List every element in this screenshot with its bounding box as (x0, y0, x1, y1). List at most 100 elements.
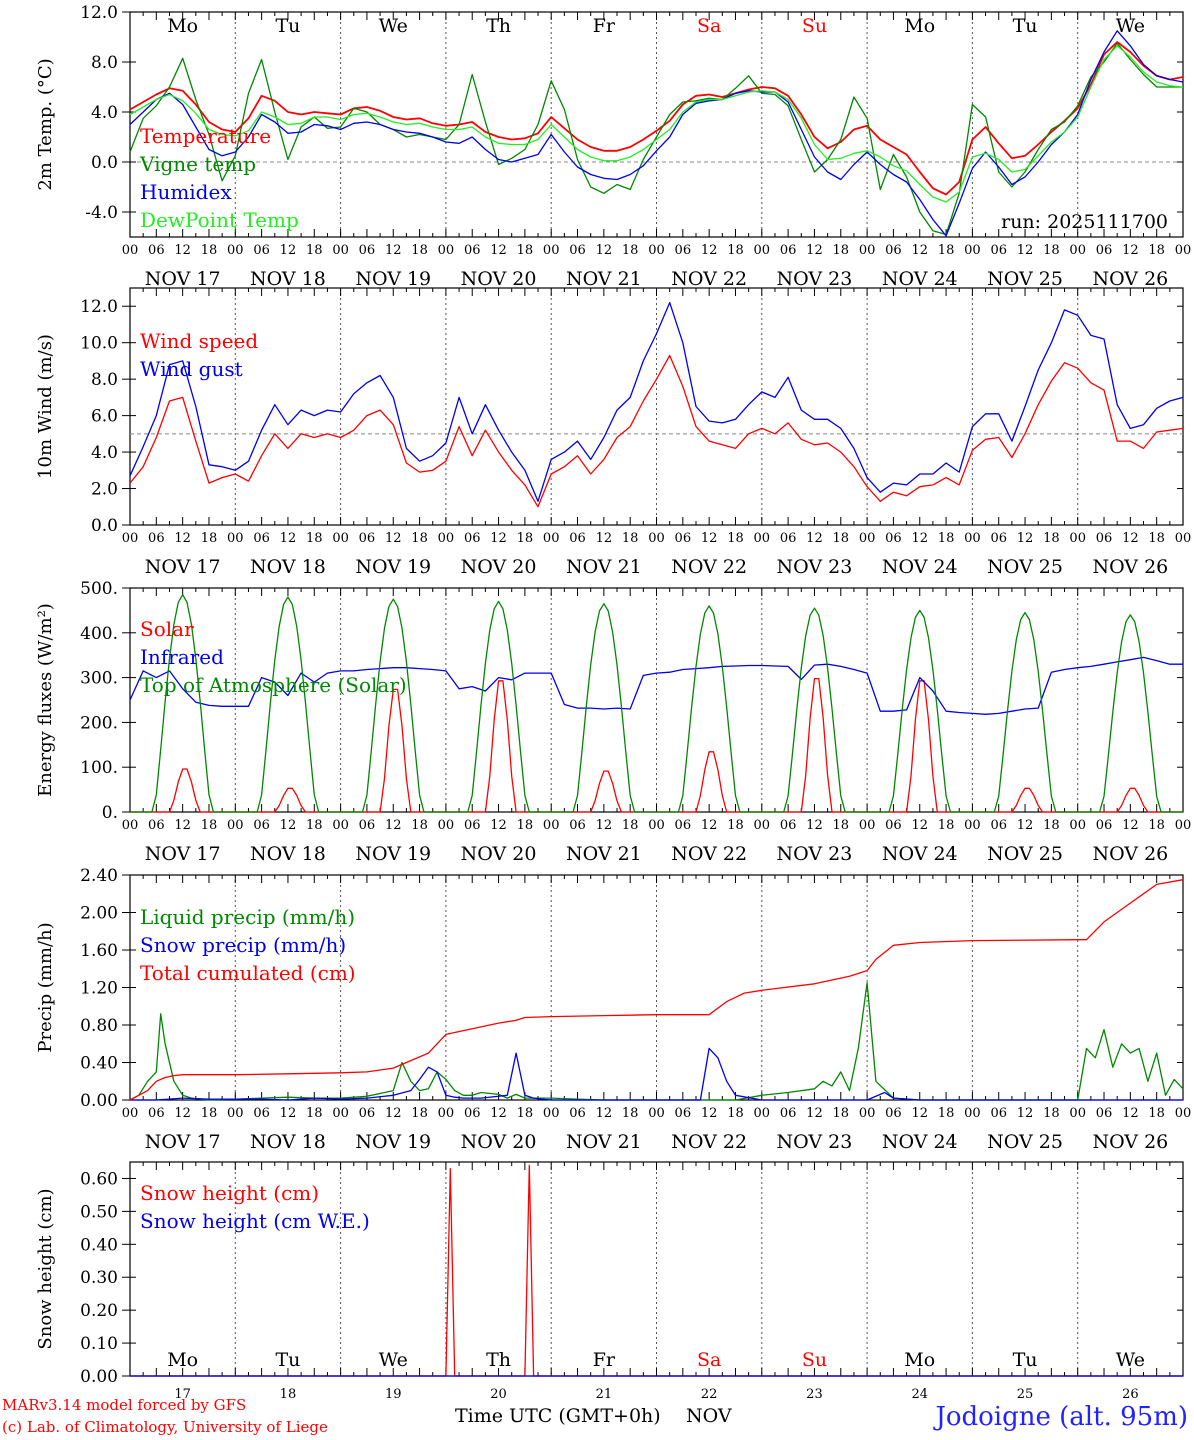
energy-date-label: NOV 25 (987, 843, 1063, 865)
wind-date-label: NOV 22 (671, 556, 747, 578)
temp-hour-label: 06 (569, 243, 586, 258)
wind-y-tick-label: 2.0 (91, 480, 118, 500)
wind-hour-label: 00 (859, 531, 876, 546)
temp-hour-label: 00 (859, 243, 876, 258)
energy-y-tick-label: 500. (80, 579, 118, 599)
temp-y-axis-label: 2m Temp. (°C) (35, 58, 56, 190)
energy-hour-label: 12 (596, 818, 613, 833)
temp-hour-label: 12 (1017, 243, 1034, 258)
precip-date-label: NOV 21 (566, 1131, 642, 1153)
energy-hour-label: 06 (675, 818, 692, 833)
precip-hour-label: 12 (701, 1106, 718, 1121)
wind-y-tick-label: 8.0 (91, 370, 118, 390)
energy-y-axis-label: Energy fluxes (W/m²) (35, 603, 56, 797)
snow-weekday-label: Su (802, 1349, 827, 1371)
energy-hour-label: 12 (385, 818, 402, 833)
energy-hour-label: 18 (727, 818, 744, 833)
temp-date-label: NOV 21 (566, 268, 642, 290)
temp-hour-label: 12 (911, 243, 928, 258)
precip-date-label: NOV 26 (1092, 1131, 1168, 1153)
energy-hour-label: 06 (990, 818, 1007, 833)
temp-weekday-label: Mo (904, 15, 935, 37)
temp-series-vigne-temp (129, 42, 1183, 236)
wind-y-tick-label: 10.0 (80, 334, 118, 354)
wind-hour-label: 06 (569, 531, 586, 546)
energy-series-top-of-atmosphere-solar- (130, 594, 1183, 813)
precip-hour-label: 18 (833, 1106, 850, 1121)
wind-date-label: NOV 20 (461, 556, 537, 578)
temp-date-label: NOV 18 (250, 268, 326, 290)
energy-y-tick-label: 300. (80, 669, 118, 689)
energy-legend-entry: Top of Atmosphere (Solar) (140, 673, 407, 697)
wind-hour-label: 18 (938, 531, 955, 546)
precip-hour-label: 12 (911, 1106, 928, 1121)
energy-hour-label: 18 (833, 818, 850, 833)
temp-weekday-label: Sa (697, 15, 721, 37)
precip-hour-label: 00 (648, 1106, 665, 1121)
snow-weekday-label: Mo (167, 1349, 198, 1371)
temp-series-dewpoint-temp (129, 45, 1184, 203)
precip-hour-label: 00 (964, 1106, 981, 1121)
precip-series-snow-precip-mm-h- (130, 1047, 1183, 1101)
temp-hour-label: 18 (411, 243, 428, 258)
wind-hour-label: 06 (359, 531, 376, 546)
snow-day-number: 26 (1122, 1387, 1139, 1402)
temp-legend-entry: Humidex (140, 180, 232, 204)
snow-weekday-label: Fr (593, 1349, 616, 1371)
precip-hour-label: 18 (1148, 1106, 1165, 1121)
temp-hour-label: 18 (938, 243, 955, 258)
precip-hour-label: 18 (517, 1106, 534, 1121)
energy-hour-label: 12 (1017, 818, 1034, 833)
energy-hour-label: 00 (1069, 818, 1086, 833)
snow-day-number: 25 (1017, 1387, 1034, 1402)
temp-hour-label: 12 (174, 243, 191, 258)
precip-legend-entry: Snow precip (mm/h) (140, 933, 346, 957)
snow-weekday-label: Mo (904, 1349, 935, 1371)
temp-hour-label: 12 (490, 243, 507, 258)
wind-hour-label: 06 (675, 531, 692, 546)
temp-hour-label: 00 (227, 243, 244, 258)
precip-hour-label: 18 (727, 1106, 744, 1121)
temp-hour-label: 00 (122, 243, 139, 258)
precip-hour-label: 00 (438, 1106, 455, 1121)
energy-date-label: NOV 26 (1092, 843, 1168, 865)
energy-hour-label: 06 (1096, 818, 1113, 833)
precip-hour-label: 00 (227, 1106, 244, 1121)
wind-date-label: NOV 17 (145, 556, 221, 578)
energy-legend-entry: Infrared (140, 645, 224, 669)
precip-hour-label: 18 (622, 1106, 639, 1121)
wind-date-label: NOV 19 (355, 556, 431, 578)
energy-y-tick-label: 100. (80, 758, 118, 778)
wind-hour-label: 18 (1043, 531, 1060, 546)
precip-y-tick-label: 0.40 (80, 1054, 118, 1074)
model-credit: MARv3.14 model forced by GFS (2, 1396, 247, 1414)
snow-day-number: 23 (806, 1387, 823, 1402)
temp-legend-entry: DewPoint Temp (140, 208, 299, 232)
energy-date-label: NOV 17 (145, 843, 221, 865)
snow-weekday-label: We (1116, 1349, 1145, 1371)
wind-hour-label: 12 (174, 531, 191, 546)
temp-weekday-label: Tu (275, 15, 300, 37)
energy-hour-label: 18 (1148, 818, 1165, 833)
energy-hour-label: 00 (754, 818, 771, 833)
energy-hour-label: 00 (227, 818, 244, 833)
temp-legend-entry: Temperature (140, 124, 271, 148)
wind-hour-label: 12 (490, 531, 507, 546)
energy-y-tick-label: 200. (80, 713, 118, 733)
precip-y-tick-label: 0.80 (80, 1016, 118, 1036)
snow-day-number: 20 (490, 1387, 507, 1402)
wind-hour-label: 00 (1175, 531, 1192, 546)
precip-hour-label: 06 (148, 1106, 165, 1121)
snow-y-tick-label: 0.60 (80, 1169, 118, 1189)
wind-date-label: NOV 18 (250, 556, 326, 578)
energy-hour-label: 12 (1122, 818, 1139, 833)
temp-date-label: NOV 26 (1092, 268, 1168, 290)
precip-hour-label: 00 (543, 1106, 560, 1121)
snow-weekday-label: Tu (1013, 1349, 1038, 1371)
precip-hour-label: 00 (122, 1106, 139, 1121)
wind-date-label: NOV 25 (987, 556, 1063, 578)
energy-hour-label: 18 (306, 818, 323, 833)
energy-hour-label: 12 (490, 818, 507, 833)
temp-hour-label: 18 (1043, 243, 1060, 258)
precip-date-label: NOV 20 (461, 1131, 537, 1153)
